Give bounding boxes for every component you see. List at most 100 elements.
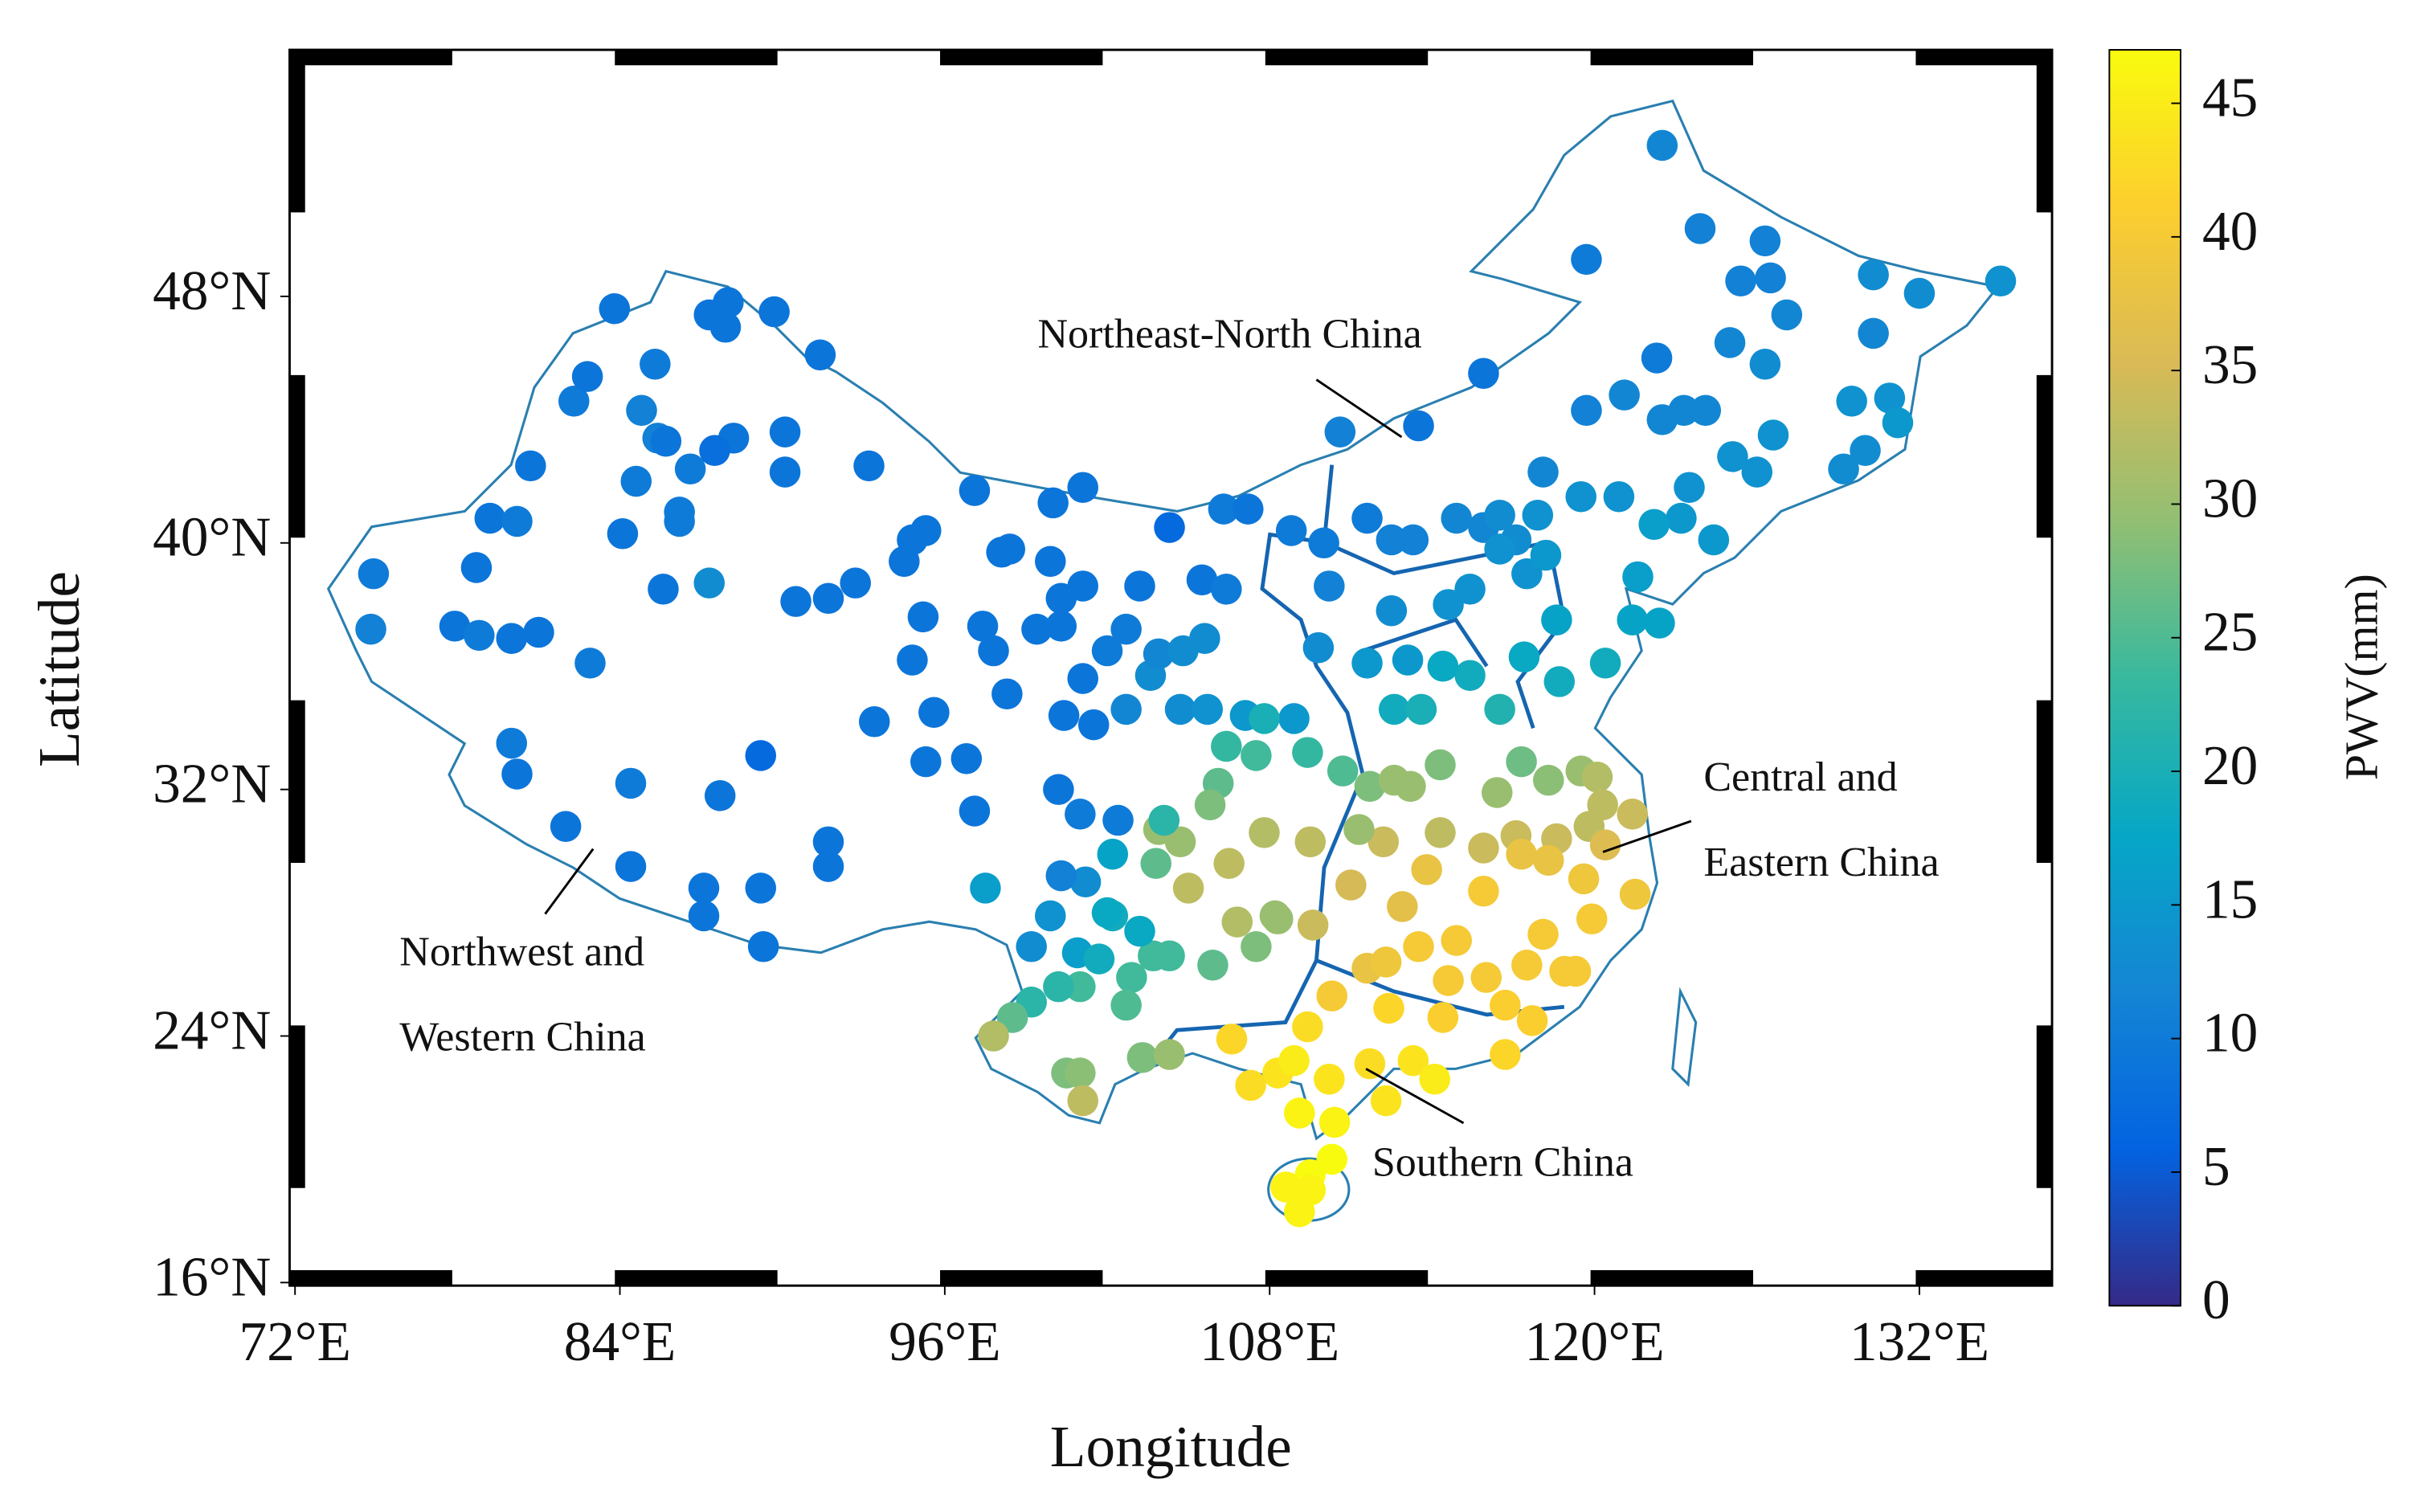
station-point — [1211, 574, 1242, 605]
station-point — [1045, 860, 1077, 892]
station-point — [1581, 762, 1613, 793]
station-point — [1749, 349, 1781, 380]
station-point — [574, 648, 606, 679]
station-point — [769, 456, 801, 488]
station-point — [1516, 1005, 1548, 1036]
station-point — [1690, 394, 1721, 427]
station-point — [970, 872, 1001, 904]
station-point — [1836, 386, 1867, 417]
annotation: Southern China — [1372, 1140, 1633, 1186]
station-point — [1644, 607, 1675, 639]
x-tick-label: 84°E — [564, 1311, 677, 1373]
station-point — [1717, 441, 1748, 472]
station-point — [1045, 611, 1077, 642]
station-point — [1021, 613, 1053, 645]
colorbar-tick-label: 25 — [2202, 602, 2258, 664]
station-point — [1441, 925, 1473, 956]
station-point — [758, 296, 790, 328]
station-point — [1065, 971, 1096, 1003]
station-point — [1589, 648, 1621, 679]
station-point — [1370, 946, 1402, 978]
neatline — [289, 50, 2053, 1286]
station-point — [994, 533, 1026, 565]
station-point — [1454, 660, 1486, 691]
station-point — [1154, 940, 1185, 972]
station-point — [1259, 900, 1291, 932]
station-point — [501, 758, 533, 790]
station-point — [1124, 915, 1155, 947]
annotation: Central and — [1703, 754, 1897, 800]
station-point — [1235, 1069, 1266, 1101]
station-point — [1069, 866, 1102, 897]
station-point — [1065, 799, 1096, 830]
station-point — [1284, 1097, 1315, 1129]
station-point — [1249, 817, 1280, 848]
station-point — [1186, 564, 1218, 596]
station-point — [1543, 666, 1576, 697]
station-point — [1324, 416, 1356, 447]
station-point — [1110, 693, 1142, 725]
station-point — [1351, 502, 1383, 534]
station-point — [1403, 410, 1434, 442]
station-point — [1037, 487, 1069, 519]
station-point — [1067, 472, 1099, 504]
station-point — [1067, 570, 1099, 602]
station-point — [1589, 829, 1621, 860]
stations — [355, 129, 2017, 1228]
station-point — [1392, 644, 1424, 676]
station-point — [496, 623, 528, 654]
annotation: Eastern China — [1703, 840, 1939, 885]
station-point — [918, 697, 950, 729]
arrow — [1602, 819, 1692, 853]
y-tick-label: 40°N — [153, 507, 271, 569]
station-point — [1275, 515, 1307, 546]
station-point — [1241, 740, 1272, 771]
station-point — [1576, 903, 1608, 935]
station-point — [1533, 844, 1564, 877]
station-point — [897, 644, 928, 676]
station-point — [1714, 327, 1746, 358]
annotation-arrows — [544, 378, 1692, 1125]
station-point — [1506, 838, 1537, 870]
frame — [288, 48, 2054, 1287]
station-point — [1314, 570, 1345, 602]
station-point — [1454, 574, 1486, 605]
station-point — [959, 795, 991, 827]
station-point — [1077, 709, 1110, 741]
y-tick-label: 48°N — [153, 260, 271, 322]
station-point — [1067, 1085, 1099, 1117]
station-point — [1270, 1171, 1302, 1203]
station-point — [1367, 826, 1400, 858]
station-point — [1419, 1063, 1451, 1095]
station-point — [1373, 992, 1404, 1024]
station-point — [1370, 1085, 1402, 1117]
station-point — [1411, 854, 1442, 885]
station-point — [1749, 225, 1781, 257]
station-point — [1091, 897, 1123, 929]
station-point — [1249, 703, 1280, 734]
station-point — [1666, 502, 1697, 534]
station-point — [607, 517, 639, 550]
station-point — [1213, 848, 1245, 879]
station-point — [950, 743, 983, 774]
country-outline — [326, 99, 2001, 1141]
station-point — [1376, 595, 1408, 627]
station-point — [1757, 419, 1789, 451]
island-outline — [1671, 987, 1698, 1087]
station-point — [812, 851, 844, 882]
x-tick-label: 108°E — [1200, 1311, 1339, 1373]
station-point — [1378, 764, 1410, 796]
station-point — [1354, 1048, 1386, 1080]
station-point — [1294, 826, 1327, 858]
station-point — [1617, 799, 1649, 830]
station-point — [1427, 650, 1459, 682]
station-point — [699, 435, 730, 466]
station-point — [1016, 931, 1047, 962]
station-point — [501, 505, 533, 537]
station-point — [1641, 342, 1673, 374]
arrow — [1315, 378, 1403, 439]
station-point — [664, 505, 695, 537]
station-point — [704, 780, 736, 811]
station-point — [1603, 480, 1635, 513]
river-line — [1144, 464, 1567, 1070]
